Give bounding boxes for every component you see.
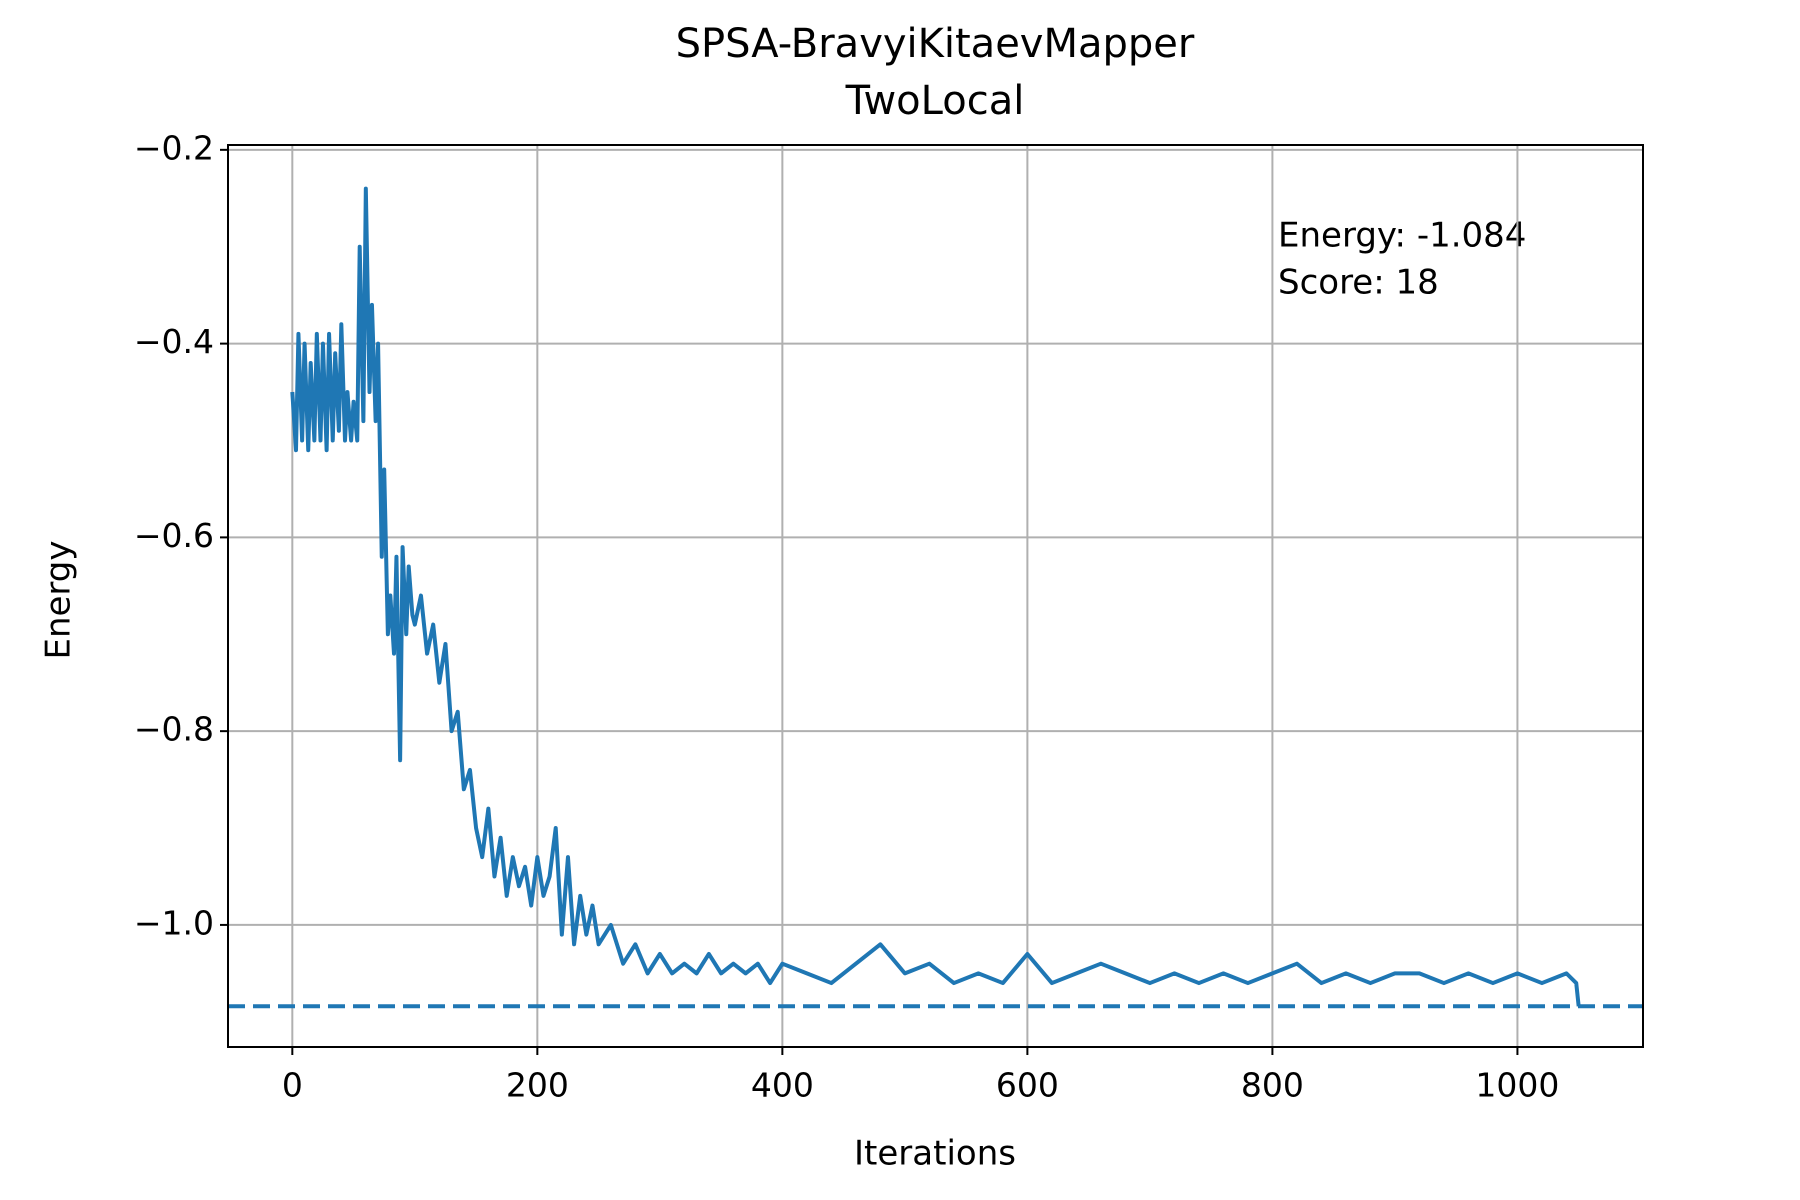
- y-tick-label: −0.4: [134, 322, 214, 361]
- y-tick-label: −0.2: [134, 128, 214, 167]
- y-tick-label: −1.0: [134, 903, 214, 942]
- plot-frame: [227, 144, 1644, 1048]
- x-tick-label: 800: [1241, 1066, 1304, 1105]
- x-tick-label: 600: [996, 1066, 1059, 1105]
- annotation: Score: 18: [1278, 263, 1439, 303]
- x-tick-label: 200: [506, 1066, 569, 1105]
- annotation: Energy: -1.084: [1278, 216, 1526, 256]
- x-tick-label: 0: [282, 1066, 303, 1105]
- x-axis-label: Iterations: [854, 1134, 1016, 1174]
- data-line: [290, 186, 1581, 1007]
- x-tick-label: 400: [751, 1066, 814, 1105]
- y-axis-label: Energy: [39, 540, 79, 659]
- y-tick-label: −0.8: [134, 710, 214, 749]
- chart-title: SPSA-BravyiKitaevMapper: [676, 21, 1195, 67]
- x-tick-label: 1000: [1475, 1066, 1559, 1105]
- y-tick-label: −0.6: [134, 516, 214, 555]
- chart-subtitle: TwoLocal: [845, 78, 1025, 124]
